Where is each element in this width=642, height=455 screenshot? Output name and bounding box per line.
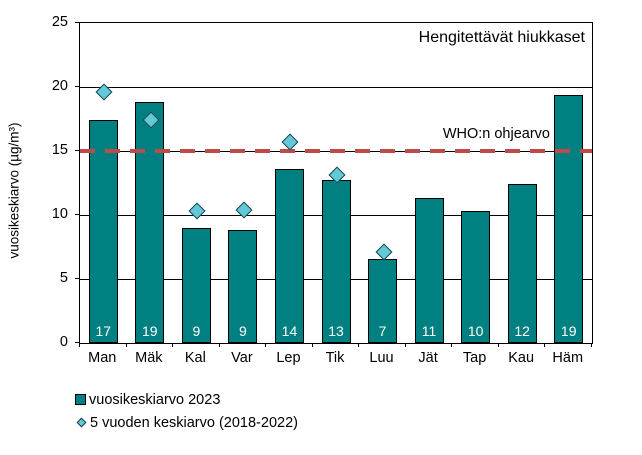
bar-series-swatch-icon [75, 394, 86, 405]
y-tick-label-20: 20 [51, 78, 68, 94]
y-tick-label-0: 0 [59, 334, 68, 350]
bar-value-label-Häm: 19 [560, 322, 577, 339]
x-tick-mark-10 [544, 343, 545, 347]
chart-title: Hengitettävät hiukkaset [418, 29, 585, 46]
x-tick-mark-11 [591, 343, 592, 347]
x-axis-label-Var: Var [231, 350, 253, 366]
legend-label-bar-series: vuosikeskiarvo 2023 [89, 391, 221, 408]
bar-value-label-Jät: 11 [421, 322, 437, 339]
x-tick-mark-4 [265, 343, 266, 347]
who-guideline-line [80, 149, 592, 153]
y-tick-mark-0 [75, 342, 79, 343]
x-axis-label-Kau: Kau [508, 350, 535, 366]
y-tick-label-5: 5 [59, 270, 68, 286]
x-axis-label-Luu: Luu [369, 350, 394, 366]
bar-value-label-Tik: 13 [328, 322, 344, 339]
diamond-marker-Lep [281, 133, 299, 151]
bar-Tik: 13 [321, 180, 351, 343]
x-axis-label-Mäk: Mäk [135, 350, 163, 366]
bar-Mäk: 19 [135, 102, 165, 343]
bar-Kal: 9 [181, 227, 211, 343]
bar-value-label-Tap: 10 [467, 322, 484, 339]
y-tick-mark-20 [75, 86, 79, 87]
x-tick-mark-5 [312, 343, 313, 347]
x-tick-mark-7 [405, 343, 406, 347]
gridline-20 [80, 86, 592, 88]
legend-item-bar-series: vuosikeskiarvo 2023 [75, 388, 298, 411]
bar-Luu: 7 [368, 258, 398, 343]
x-axis-label-Jät: Jät [418, 350, 438, 366]
diamond-series-swatch-icon [75, 416, 88, 429]
y-tick-mark-10 [75, 214, 79, 215]
bar-Var: 9 [228, 230, 258, 343]
x-axis-label-Lep: Lep [276, 350, 301, 366]
diamond-marker-Kal [188, 202, 206, 220]
x-tick-mark-0 [79, 343, 80, 347]
x-tick-mark-3 [219, 343, 220, 347]
y-tick-mark-15 [75, 150, 79, 151]
legend-label-diamond-series: 5 vuoden keskiarvo (2018-2022) [90, 414, 298, 431]
bar-value-label-Kau: 12 [514, 322, 530, 339]
y-tick-label-25: 25 [51, 14, 68, 30]
legend-item-diamond-series: 5 vuoden keskiarvo (2018-2022) [75, 411, 298, 434]
x-axis-label-Tik: Tik [325, 350, 345, 366]
x-tick-mark-9 [498, 343, 499, 347]
x-axis-label-Man: Man [88, 350, 117, 366]
bar-Jät: 11 [414, 198, 444, 343]
bar-value-label-Mäk: 19 [142, 322, 158, 339]
bar-value-label-Man: 17 [95, 322, 112, 339]
bar-value-label-Lep: 14 [281, 322, 298, 339]
bar-value-label-Var: 9 [239, 322, 247, 339]
x-axis-label-Tap: Tap [462, 350, 487, 366]
y-tick-mark-5 [75, 278, 79, 279]
x-tick-mark-2 [172, 343, 173, 347]
bar-Kau: 12 [507, 184, 537, 343]
x-axis-label-Häm: Häm [552, 350, 584, 366]
reference-line-label: WHO:n ohjearvo [442, 126, 550, 142]
plot-area: Hengitettävät hiukkaset WHO:n ohjearvo 1… [79, 22, 593, 344]
x-tick-mark-1 [126, 343, 127, 347]
y-tick-label-15: 15 [51, 142, 68, 158]
legend: vuosikeskiarvo 2023 5 vuoden keskiarvo (… [75, 388, 298, 434]
x-tick-mark-8 [451, 343, 452, 347]
y-axis-title: vuosikeskiarvo (µg/m³) [6, 122, 22, 259]
y-tick-mark-25 [75, 22, 79, 23]
bar-Lep: 14 [274, 168, 304, 343]
bar-Häm: 19 [554, 94, 584, 343]
x-tick-mark-6 [358, 343, 359, 347]
bar-value-label-Kal: 9 [192, 322, 201, 339]
diamond-marker-Var [235, 201, 253, 219]
bar-value-label-Luu: 7 [378, 322, 387, 339]
bar-Tap: 10 [461, 211, 491, 343]
x-axis-label-Kal: Kal [184, 350, 206, 366]
bar-Man: 17 [88, 120, 118, 343]
y-tick-label-10: 10 [51, 206, 68, 222]
